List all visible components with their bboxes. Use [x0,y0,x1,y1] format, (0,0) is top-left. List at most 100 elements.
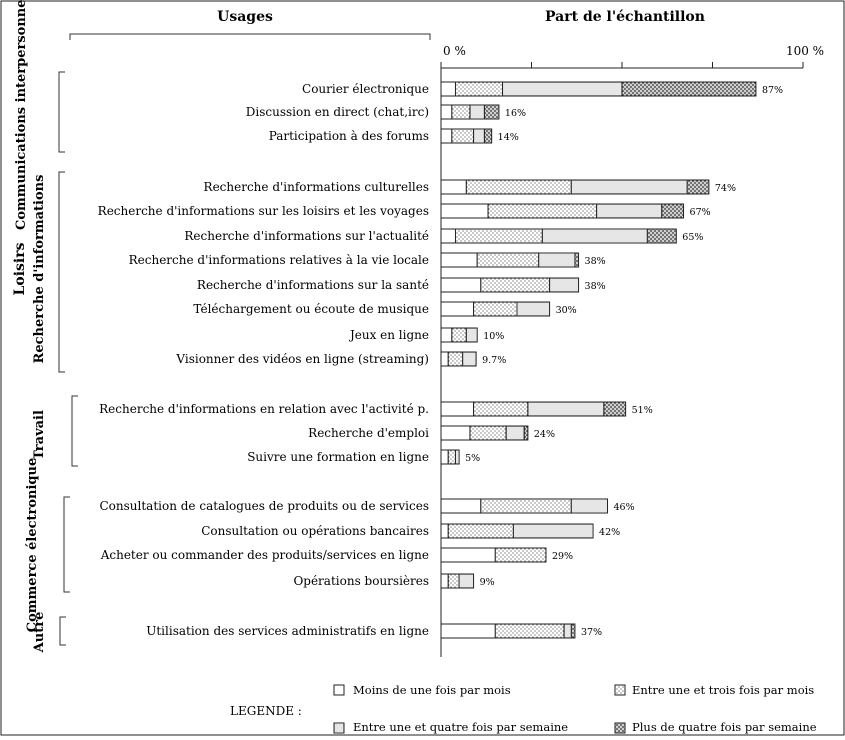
bar-segment-series-0 [440,523,449,539]
x-tick-label-0: 0 % [443,44,466,58]
row-label: Consultation ou opérations bancaires [201,524,429,538]
bar-segment-series-0 [440,498,482,514]
bar-segment-series-3 [686,179,710,195]
bars-layer [440,81,757,639]
legend-swatch-3 [614,722,626,734]
bar-value-label: 38% [585,281,606,292]
x-tick-label-100: 100 % [786,44,824,58]
group-label-autre: Autre [32,612,47,654]
bar-segment-series-1 [487,203,598,219]
bar-segment-series-1 [476,252,540,268]
bar-value-label: 51% [632,405,653,416]
value-labels-layer: 87% 16% 14% 74% 67% 65% 38% 38% 30% 10% 9.7% 51% 24%… [465,85,783,638]
bar-segment-series-2 [473,128,485,144]
bar-segment-series-3 [570,623,576,639]
legend-swatch-0 [333,684,345,696]
bar-value-label: 10% [483,331,504,342]
row-label: Recherche d'informations sur les loisirs… [98,204,429,218]
bar-segment-series-2 [505,425,525,441]
row-label: Recherche d'emploi [308,426,429,440]
bar-segment-series-2 [541,228,648,244]
bar-segment-series-1 [469,425,507,441]
bar-segment-series-1 [451,104,471,120]
legend-title: LEGENDE : [230,704,302,718]
bar-segment-series-0 [440,547,496,563]
bar-segment-series-0 [440,81,456,97]
row-label: Discussion en direct (chat,irc) [246,105,429,119]
row-label: Recherche d'informations sur la santé [197,278,429,292]
bar-segment-series-3 [523,425,529,441]
bar-segment-series-1 [480,498,572,514]
group-bracket-4 [59,616,66,646]
group-label-communications: Communications interpersonnelles [14,0,29,230]
bar-segment-series-0 [440,301,475,317]
row-label: Téléchargement ou écoute de musique [193,302,429,316]
bar-value-label: 24% [534,429,555,440]
bar-segment-series-2 [512,523,594,539]
bar-segment-series-3 [483,128,493,144]
row-label: Jeux en ligne [348,328,429,342]
bar-segment-series-2 [458,573,475,589]
bar-segment-series-0 [440,203,489,219]
legend-swatch-1 [614,684,626,696]
row-label: Utilisation des services administratifs … [146,624,429,638]
row-label: Consultation de catalogues de produits o… [99,499,429,513]
legend-label-1: Entre une et trois fois par mois [632,683,814,697]
bar-segment-series-2 [563,623,572,639]
left-header-title: Usages [217,9,273,25]
bar-value-label: 30% [556,305,577,316]
bar-segment-series-2 [538,252,576,268]
group-label-recherche: Recherche d'informations [32,175,47,364]
bar-segment-series-2 [596,203,663,219]
bar-segment-series-2 [570,498,609,514]
bar-segment-series-2 [502,81,623,97]
row-label: Recherche d'informations en relation ave… [99,402,429,416]
legend-label-2: Entre une et quatre fois par semaine [353,720,568,734]
bar-segment-series-2 [462,351,477,367]
group-bracket-3 [63,496,70,593]
bar-segment-series-0 [440,573,449,589]
group-bracket-2 [71,395,78,467]
bar-value-label: 74% [715,183,736,194]
group-labels: Communications interpersonnelles Loisirs… [12,0,47,653]
group-bracket-0 [58,71,65,153]
bar-segment-series-3 [661,203,685,219]
bar-segment-series-0 [440,252,478,268]
row-labels-layer: Courier électronique Discussion en direct… [98,82,429,638]
bar-segment-series-2 [570,179,688,195]
bar-segment-series-0 [440,228,456,244]
bar-segment-series-1 [447,573,460,589]
group-brackets [58,71,78,646]
bar-segment-series-3 [603,401,627,417]
bar-value-label: 5% [465,453,480,464]
bar-value-label: 29% [552,551,573,562]
row-label: Visionner des vidéos en ligne (streaming… [175,352,429,366]
bar-segment-series-1 [447,351,464,367]
bar-value-label: 9% [480,577,495,588]
bar-segment-series-1 [480,277,551,293]
bar-segment-series-0 [440,179,467,195]
right-header-title: Part de l'échantillon [545,9,705,25]
bar-segment-series-1 [465,179,572,195]
bar-segment-series-0 [440,401,475,417]
legend-swatch-2 [333,722,345,734]
bar-segment-series-0 [440,327,453,343]
bar-segment-series-0 [440,128,453,144]
legend-label-3: Plus de quatre fois par semaine [632,720,817,734]
bar-segment-series-3 [483,104,500,120]
bar-segment-series-1 [473,301,518,317]
bar-segment-series-2 [469,104,485,120]
bar-segment-series-2 [549,277,580,293]
row-label: Recherche d'informations relatives à la … [129,253,429,267]
bar-value-label: 14% [498,132,519,143]
bar-segment-series-3 [574,252,580,268]
header-bracket [69,33,431,40]
row-label: Suivre une formation en ligne [247,450,429,464]
bar-segment-series-1 [447,449,456,465]
bar-segment-series-1 [494,547,547,563]
bar-segment-series-3 [621,81,757,97]
row-label: Acheter ou commander des produits/servic… [100,548,429,562]
